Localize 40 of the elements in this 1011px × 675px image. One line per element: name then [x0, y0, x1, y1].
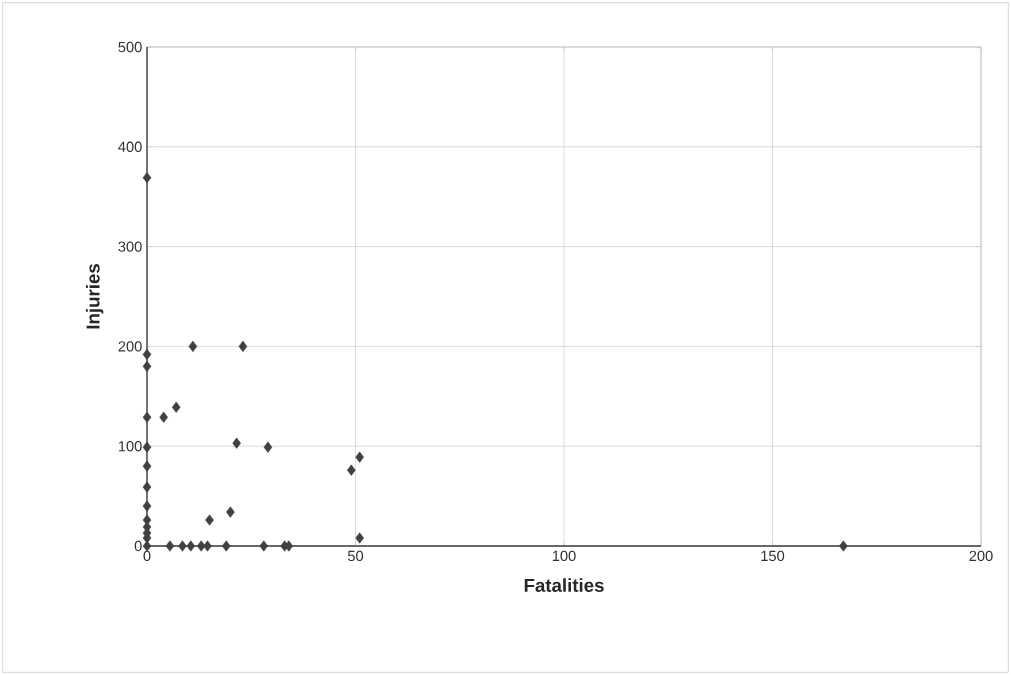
y-tick-label: 200 — [118, 341, 142, 352]
y-tick-label: 100 — [118, 441, 142, 452]
point — [142, 172, 152, 184]
point — [839, 540, 848, 552]
point — [259, 540, 269, 552]
point — [203, 540, 212, 552]
point — [159, 411, 168, 423]
point — [165, 540, 175, 552]
point — [186, 540, 196, 552]
point — [221, 540, 231, 552]
point — [171, 401, 181, 413]
y-tick-label: 300 — [118, 241, 142, 252]
point — [226, 506, 235, 518]
point — [142, 441, 152, 453]
x-tick-label: 150 — [761, 550, 785, 562]
point — [142, 500, 152, 512]
point — [188, 340, 198, 352]
y-tick-label: 400 — [118, 141, 142, 152]
point — [142, 411, 152, 423]
y-tick-label: 500 — [118, 41, 142, 53]
point — [178, 540, 187, 552]
x-tick-label: 100 — [552, 550, 576, 562]
point — [142, 481, 152, 493]
point — [142, 360, 152, 372]
y-axis-title: Injuries — [85, 264, 104, 329]
point — [196, 540, 206, 552]
point — [355, 532, 364, 544]
point — [263, 441, 273, 453]
y-tick-label: 0 — [134, 540, 142, 552]
x-axis-title: Fatalities — [524, 578, 604, 592]
point — [347, 464, 356, 476]
point — [238, 340, 248, 352]
point — [205, 514, 214, 526]
point — [232, 437, 241, 449]
point — [142, 460, 152, 472]
point — [355, 451, 364, 463]
x-tick-label: 200 — [969, 550, 993, 562]
x-tick-label: 50 — [347, 550, 364, 562]
x-tick-label: 0 — [143, 550, 151, 562]
point — [142, 348, 152, 360]
